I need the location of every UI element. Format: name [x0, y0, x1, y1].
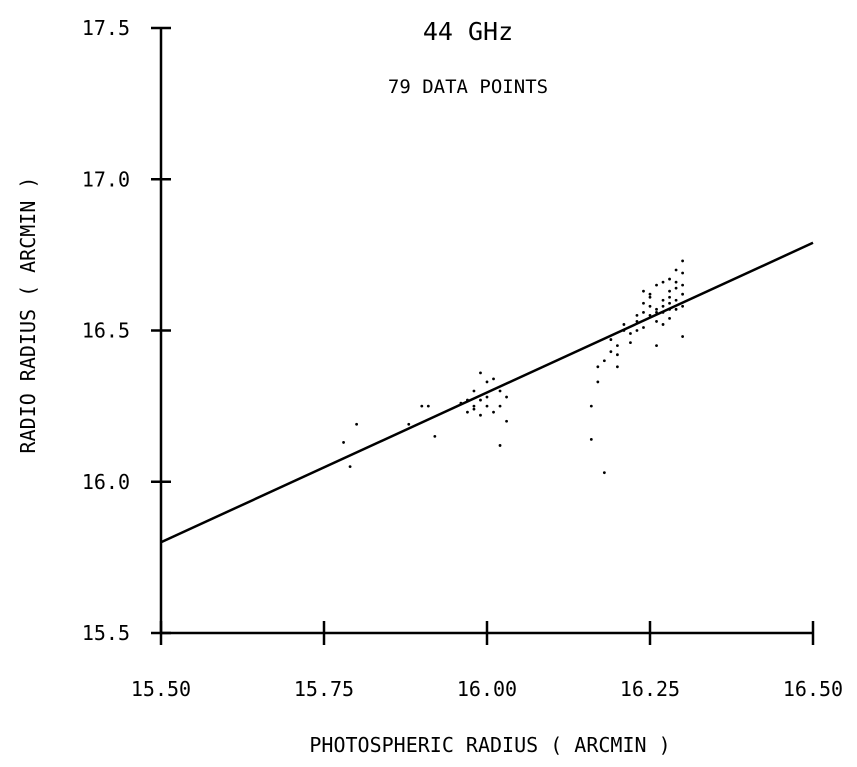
data-point [498, 444, 502, 447]
data-point [433, 434, 437, 438]
data-point [674, 268, 678, 272]
data-point [622, 323, 626, 326]
axes: 15.50 15.75 16.00 16.25 16.50 15.5 16.0 16.5 17.… [82, 16, 843, 701]
data-point [466, 398, 469, 402]
data-point [635, 313, 639, 317]
y-tick-label: 16.5 [82, 319, 130, 343]
data-point [616, 353, 619, 357]
chart-title: 44 GHz [423, 17, 513, 46]
data-point [479, 413, 482, 417]
data-point [479, 371, 482, 375]
y-tick-label: 17.0 [82, 167, 130, 191]
data-point [479, 398, 482, 402]
data-point [355, 422, 358, 426]
data-point [681, 304, 684, 308]
x-tick-label: 15.75 [294, 677, 354, 701]
data-point [661, 298, 665, 302]
data-point [602, 471, 606, 475]
data-point [655, 283, 658, 287]
data-point [589, 404, 593, 408]
data-point [342, 441, 345, 444]
data-point [485, 404, 489, 408]
data-point [589, 438, 593, 441]
data-point [668, 277, 671, 281]
fit-line [160, 241, 814, 544]
data-point [661, 310, 665, 314]
y-tick-label: 17.5 [82, 16, 130, 40]
chart-subtitle: 79 DATA POINTS [388, 76, 548, 98]
data-point [681, 292, 684, 296]
data-point [668, 307, 671, 311]
data-point [622, 329, 626, 332]
data-point [629, 341, 632, 344]
y-tick-label: 16.0 [82, 470, 130, 494]
data-point [674, 280, 678, 284]
data-point [648, 292, 652, 296]
data-point [609, 338, 613, 341]
y-axis-label: RADIO RADIUS ( ARCMIN ) [16, 177, 40, 454]
data-point [498, 389, 502, 393]
data-point [648, 304, 652, 308]
y-tick-label: 15.5 [82, 621, 130, 645]
data-point [681, 335, 684, 338]
data-point [681, 271, 684, 275]
data-point [642, 289, 645, 293]
data-point [472, 407, 476, 411]
data-point [596, 380, 600, 384]
data-point [655, 307, 658, 311]
data-point [648, 295, 652, 299]
data-point [655, 310, 658, 314]
data-point [629, 332, 632, 335]
data-point [616, 344, 619, 348]
data-point [642, 301, 645, 305]
data-point [459, 401, 463, 405]
data-point [674, 307, 678, 311]
data-point [492, 377, 495, 381]
x-tick-label: 16.50 [783, 677, 843, 701]
data-point [407, 422, 411, 426]
data-point [596, 365, 600, 369]
data-point [642, 310, 645, 314]
data-point [648, 313, 652, 317]
x-axis-label: PHOTOSPHERIC RADIUS ( ARCMIN ) [309, 733, 670, 757]
x-tick-label: 16.00 [457, 677, 517, 701]
x-tick-label: 16.25 [620, 677, 680, 701]
data-point [466, 410, 469, 414]
data-point [635, 320, 639, 323]
data-point [668, 317, 671, 320]
data-point [681, 259, 684, 263]
data-point [681, 283, 684, 287]
data-point [668, 295, 671, 299]
data-point [602, 359, 606, 363]
data-point [505, 395, 508, 399]
data-point [472, 389, 476, 393]
data-point [642, 326, 645, 329]
data-point [485, 395, 489, 399]
data-point [472, 404, 476, 408]
data-point [420, 404, 424, 408]
data-point [348, 465, 352, 469]
data-point [616, 365, 619, 369]
data-point [498, 404, 502, 408]
data-point [485, 380, 489, 384]
data-point [609, 350, 613, 354]
data-point [426, 404, 430, 408]
data-points [342, 259, 684, 475]
data-point [492, 410, 495, 414]
data-point [661, 280, 665, 284]
x-tick-label: 15.50 [131, 677, 191, 701]
data-point [505, 419, 508, 423]
data-point [661, 304, 665, 308]
data-point [655, 320, 658, 323]
data-point [668, 289, 671, 293]
data-point [674, 298, 678, 302]
data-point [635, 329, 639, 332]
data-point [674, 286, 678, 290]
data-point [668, 301, 671, 305]
data-point [655, 344, 658, 348]
data-point [661, 323, 665, 326]
